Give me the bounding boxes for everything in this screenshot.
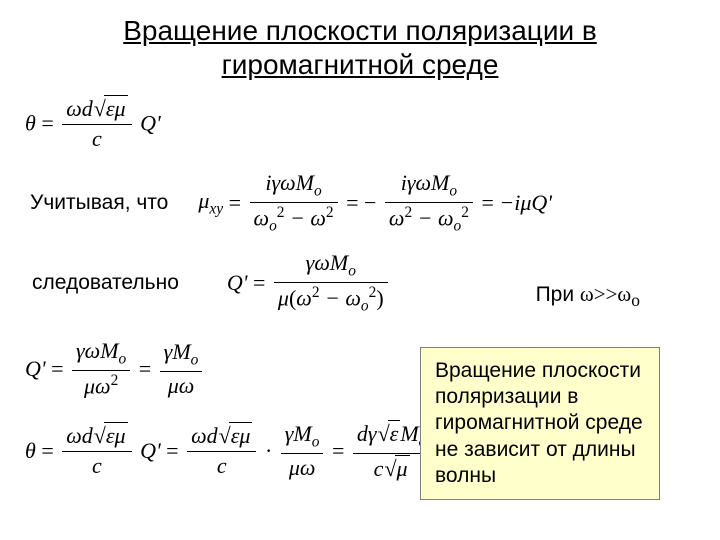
callout-box: Вращение плоскости поляризации в гиромаг… [420,347,660,500]
equation-q-prime: Q' = γωMo μ(ω2 − ωo2) [227,250,391,316]
row-given: Учитывая, что μxy = iγωMo ωo2 − ω2 = − i… [20,170,700,236]
condition-prefix: При [536,283,580,306]
label-given: Учитывая, что [30,191,168,215]
label-therefore: следовательно [32,271,179,295]
equation-theta-def: θ = ωd√εμ c Q' [25,95,700,152]
condition-omega: При ω>>ωo [536,282,640,311]
equation-mu-xy: μxy = iγωMo ωo2 − ω2 = − iγωMo ω2 − ωo2 … [198,170,552,236]
slide: Вращение плоскости поляризации в гиромаг… [0,0,720,540]
slide-title: Вращение плоскости поляризации в гиромаг… [50,14,670,81]
